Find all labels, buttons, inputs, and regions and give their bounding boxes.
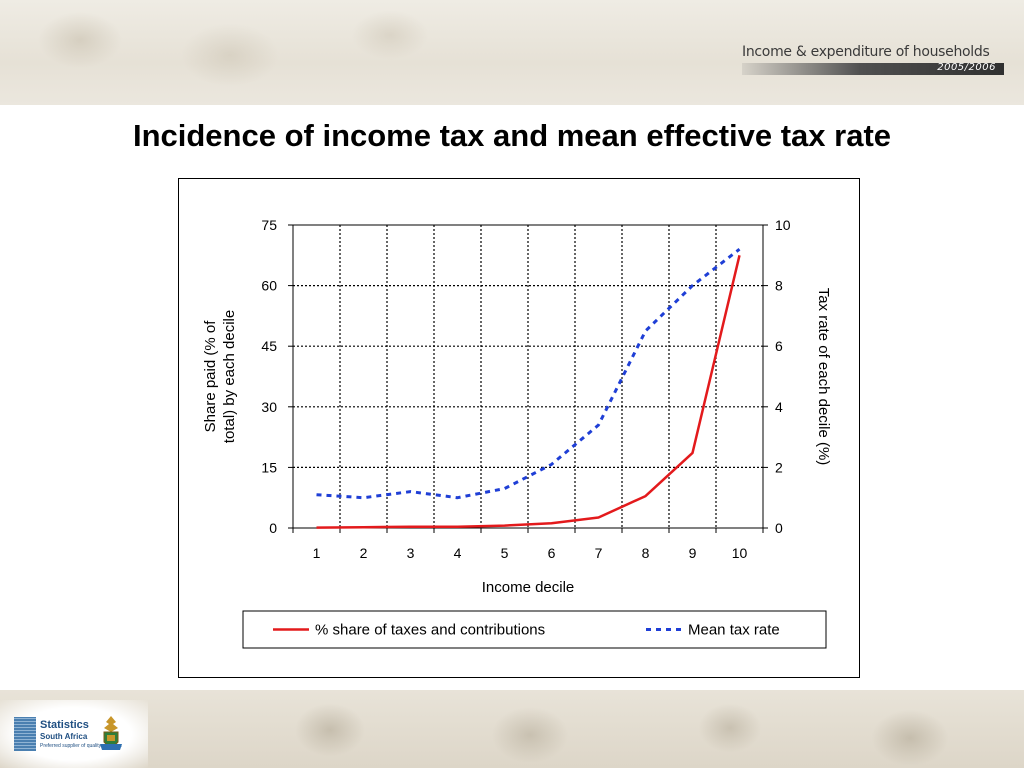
y-tick-label: 15 — [261, 459, 277, 475]
x-tick-label: 9 — [689, 545, 697, 561]
logo-name-line2: South Africa — [40, 732, 88, 741]
publication-brand: Income & expenditure of households 2005/… — [742, 44, 1004, 76]
y-axis-label-line2: total) by each decile — [221, 310, 238, 443]
legend-box — [242, 610, 827, 649]
series-line-share — [316, 255, 741, 529]
y2-tick-label: 8 — [775, 278, 783, 294]
y-tick-label: 60 — [261, 278, 277, 294]
x-tick-label: 1 — [313, 545, 321, 561]
y2-tick-label: 6 — [775, 338, 783, 354]
footer-band — [0, 690, 1024, 768]
y-tick-label: 0 — [269, 520, 277, 536]
x-tick-label: 3 — [407, 545, 415, 561]
coat-of-arms-icon — [100, 716, 122, 750]
legend-label-rate: Mean tax rate — [688, 622, 780, 639]
y2-tick-label: 0 — [775, 520, 783, 536]
y-axis-label: Share paid (% of — [202, 320, 219, 433]
y-tick-label: 30 — [261, 399, 277, 415]
y-tick-label: 45 — [261, 338, 277, 354]
y-tick-label: 75 — [261, 217, 277, 233]
x-tick-label: 4 — [454, 545, 462, 561]
y2-tick-label: 10 — [775, 217, 791, 233]
publication-year: 2005/2006 — [937, 62, 996, 73]
x-tick-label: 2 — [360, 545, 368, 561]
logo-name-line1: Statistics — [40, 719, 89, 731]
header-band — [0, 0, 1024, 105]
chart-frame: 0 15 30 45 60 75 0 2 4 6 8 10 1 2 3 4 5 6 7 8 9 10 Income deci… — [178, 178, 860, 678]
y2-axis-label: Tax rate of each decile (%) — [815, 288, 832, 466]
series-line-rate — [316, 248, 741, 500]
logo-tagline: Preferred supplier of quality statistics — [40, 743, 122, 749]
stats-sa-logo-icon — [14, 717, 36, 751]
legend-label-share: % share of taxes and contributions — [315, 622, 545, 639]
x-tick-label: 5 — [501, 545, 509, 561]
publication-title: Income & expenditure of households — [742, 44, 990, 60]
x-tick-label: 7 — [595, 545, 603, 561]
y2-tick-label: 2 — [775, 459, 783, 475]
x-axis-label: Income decile — [482, 579, 575, 596]
x-tick-label: 10 — [732, 545, 748, 561]
x-tick-label: 6 — [548, 545, 556, 561]
slide-title: Incidence of income tax and mean effecti… — [132, 118, 892, 153]
x-tick-label: 8 — [642, 545, 650, 561]
publication-bar — [742, 63, 1004, 75]
y2-tick-label: 4 — [775, 399, 783, 415]
